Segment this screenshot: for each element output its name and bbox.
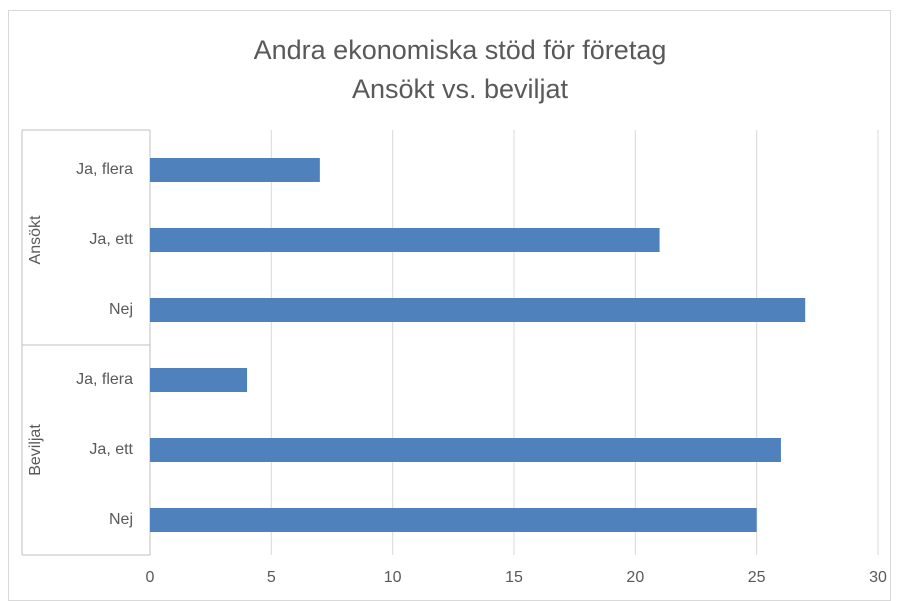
x-tick-label: 15 xyxy=(505,569,523,586)
bar xyxy=(150,508,757,532)
y-tick-label: Ja, ett xyxy=(89,231,133,248)
y-tick-label: Ja, flera xyxy=(76,371,133,388)
x-tick-label: 30 xyxy=(869,569,887,586)
x-tick-label: 20 xyxy=(626,569,644,586)
group-label: Beviljat xyxy=(27,424,44,476)
bar xyxy=(150,228,660,252)
chart-title: Andra ekonomiska stöd för företag xyxy=(254,35,667,65)
bar xyxy=(150,158,320,182)
x-tick-label: 25 xyxy=(748,569,766,586)
bar xyxy=(150,298,806,322)
chart-subtitle: Ansökt vs. beviljat xyxy=(352,74,569,104)
y-tick-label: Nej xyxy=(109,301,133,318)
bar xyxy=(150,368,248,392)
x-tick-label: 10 xyxy=(384,569,402,586)
y-tick-label: Ja, flera xyxy=(76,161,133,178)
y-tick-label: Nej xyxy=(109,511,133,528)
x-tick-label: 5 xyxy=(267,569,276,586)
y-tick-label: Ja, ett xyxy=(89,441,133,458)
x-tick-label: 0 xyxy=(146,569,155,586)
bar xyxy=(150,438,781,462)
group-label: Ansökt xyxy=(27,215,44,264)
